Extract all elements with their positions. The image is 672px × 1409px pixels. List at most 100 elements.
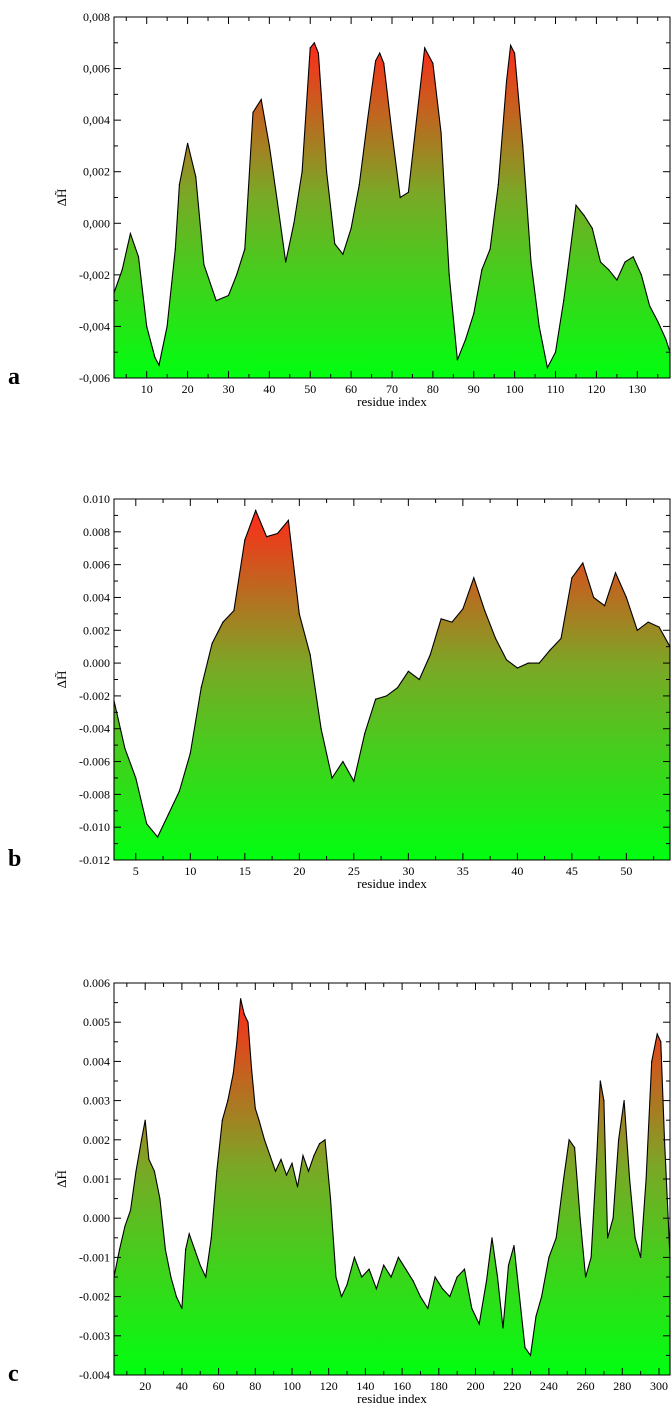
panel-label: a <box>8 364 20 390</box>
data-point <box>285 1174 288 1176</box>
data-point <box>199 1264 201 1266</box>
data-point <box>529 1354 532 1356</box>
data-point <box>203 263 205 266</box>
data-point <box>342 253 344 255</box>
data-point <box>298 613 300 615</box>
data-point <box>159 1198 161 1200</box>
y-tick-label: 0.000 <box>83 656 110 670</box>
data-point <box>568 1139 570 1141</box>
data-point <box>317 52 319 54</box>
x-tick-label: 80 <box>427 382 439 396</box>
data-point <box>599 1080 601 1082</box>
y-axis-title: ΔH̃ <box>54 189 69 207</box>
y-tick-label: -0,004 <box>79 319 110 333</box>
data-point <box>326 171 328 173</box>
data-point <box>510 44 512 47</box>
y-tick-label: 0,006 <box>83 62 110 76</box>
data-point <box>276 202 279 204</box>
data-point <box>538 325 540 327</box>
data-point <box>124 747 126 750</box>
y-tick-label: 0,000 <box>83 216 110 230</box>
data-point <box>157 836 159 838</box>
y-tick-label: -0.008 <box>79 787 110 801</box>
data-point <box>240 998 242 1000</box>
x-tick-label: 30 <box>402 864 414 878</box>
data-point <box>135 777 137 779</box>
data-point <box>195 176 197 178</box>
data-point <box>424 47 426 49</box>
data-point <box>583 214 585 217</box>
x-tick-label: 80 <box>249 1379 261 1393</box>
data-point <box>603 1100 605 1102</box>
data-point <box>185 1249 187 1251</box>
x-tick-label: 50 <box>620 864 632 878</box>
data-point <box>358 184 360 186</box>
area-series <box>113 41 671 379</box>
data-point <box>320 728 322 730</box>
data-point <box>419 1296 421 1298</box>
x-tick-label: 40 <box>263 382 275 396</box>
x-tick-label: 20 <box>182 382 194 396</box>
data-point <box>462 608 464 610</box>
data-point <box>301 171 303 173</box>
data-point <box>396 687 399 689</box>
x-tick-label: 30 <box>222 382 234 396</box>
y-tick-label: -0,002 <box>79 268 110 282</box>
data-point <box>440 618 442 620</box>
data-point <box>167 813 170 815</box>
x-tick-label: 35 <box>457 864 469 878</box>
data-point <box>383 1264 385 1266</box>
data-point <box>484 610 486 612</box>
data-point <box>518 1296 521 1298</box>
y-tick-label: 0.002 <box>83 623 110 637</box>
data-point <box>448 274 450 276</box>
data-point <box>280 1158 282 1160</box>
y-tick-label: 0.002 <box>83 1133 110 1147</box>
x-tick-label: 10 <box>184 864 196 878</box>
data-point <box>124 1225 126 1227</box>
data-point <box>353 780 355 782</box>
data-point <box>366 119 369 121</box>
data-point <box>368 1268 370 1270</box>
data-point <box>590 1256 592 1258</box>
x-tick-label: 20 <box>293 864 305 878</box>
panel-label: b <box>8 846 21 872</box>
data-point <box>471 1307 473 1309</box>
data-point <box>497 184 499 186</box>
x-tick-label: 5 <box>133 864 139 878</box>
data-point <box>285 261 287 263</box>
data-point <box>623 1100 625 1102</box>
y-tick-label: 0.004 <box>83 1054 110 1068</box>
data-point <box>350 227 352 229</box>
data-point <box>181 1307 183 1309</box>
data-point <box>269 1154 271 1157</box>
data-point <box>412 1280 414 1282</box>
data-point <box>575 204 577 206</box>
x-tick-label: 50 <box>304 382 316 396</box>
data-point <box>632 256 634 258</box>
data-point <box>243 1013 245 1016</box>
data-point <box>383 62 385 64</box>
y-tick-label: 0,002 <box>83 165 110 179</box>
data-point <box>236 274 238 276</box>
x-tick-label: 140 <box>356 1379 374 1393</box>
data-point <box>463 1268 466 1270</box>
data-point <box>174 248 176 250</box>
data-point <box>549 649 551 651</box>
data-point <box>478 1323 480 1325</box>
y-tick-label: 0.000 <box>83 1211 110 1225</box>
data-point <box>629 1178 631 1180</box>
data-point <box>513 1245 515 1247</box>
data-point <box>407 191 409 193</box>
data-point <box>456 359 458 361</box>
data-point <box>585 1276 587 1278</box>
data-point <box>579 1217 581 1219</box>
data-point <box>194 1249 196 1251</box>
data-point <box>391 132 393 134</box>
data-point <box>657 320 659 322</box>
data-point <box>254 1107 256 1109</box>
data-point <box>555 1237 557 1239</box>
data-point <box>222 621 224 623</box>
data-point <box>353 1256 355 1258</box>
data-point <box>263 1139 266 1141</box>
